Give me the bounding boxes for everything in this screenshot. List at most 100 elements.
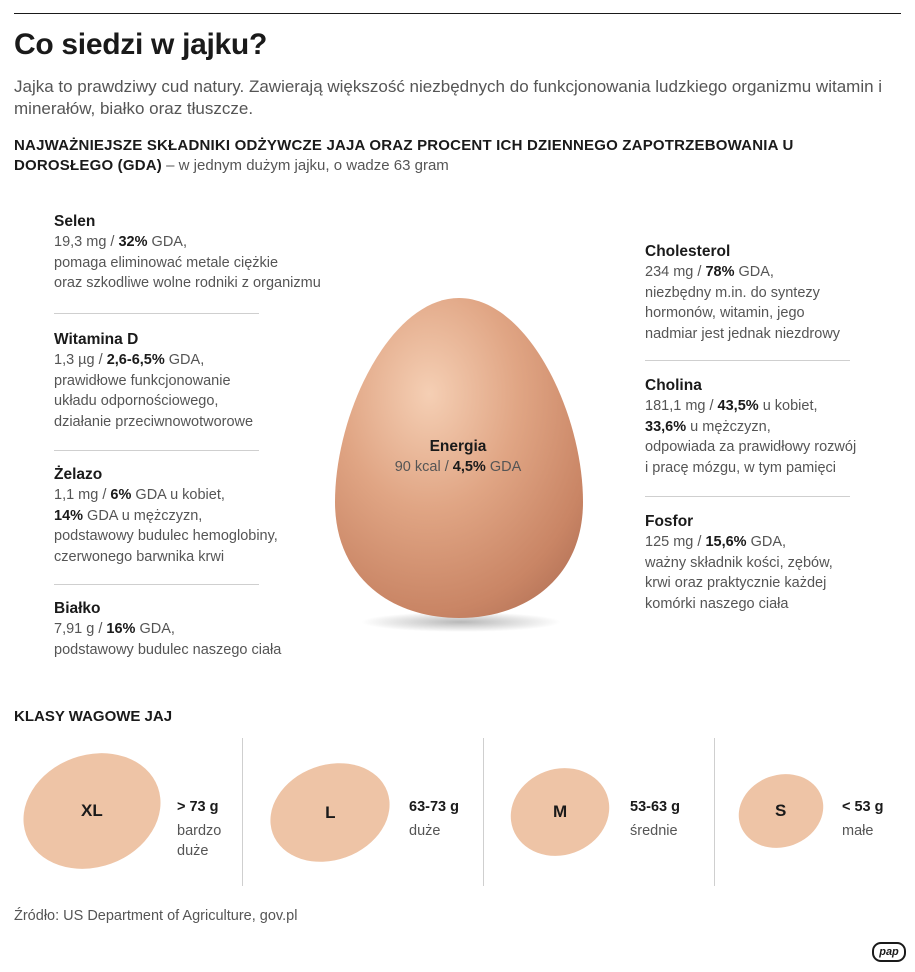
nutrient-gda: GDA, [734,264,774,280]
egg-s-icon: S [728,762,834,860]
weight-class-desc: średnie [630,823,678,839]
weight-class-range: > 73 g [177,799,219,815]
nutrient-desc: hormonów, witamin, jego [645,305,805,321]
nutrient-gda: u kobiet, [758,398,818,414]
nutrient-gda: u mężczyzn, [686,418,771,435]
nutrient-gda: GDA, [164,352,205,368]
nutrient-amount: 181,1 mg / [645,398,718,414]
energy-gda: GDA [485,459,522,475]
nutrient-percent: 14% [54,507,84,524]
nutrient-name: Cholesterol [645,243,731,260]
weight-class-label: S [775,801,787,820]
energy-label: Energia 90 kcal / 4,5% GDA [360,437,556,477]
nutrient-percent: 15,6% [705,534,747,550]
weight-class-desc: duże [177,843,209,859]
nutrient-percent: 78% [705,264,735,280]
weight-class-label: L [324,802,336,822]
divider [54,450,259,451]
nutrient-percent: 2,6-6,5% [106,352,165,368]
nutrient-amount: 19,3 mg / [54,234,119,250]
nutrient-desc: i pracę mózgu, w tym pamięci [645,459,836,476]
nutrient-desc: krwi oraz praktycznie każdej [645,575,827,591]
divider [54,584,259,585]
nutrient-name: Fosfor [645,513,694,530]
egg-illustration [335,298,583,632]
nutrient-desc: podstawowy budulec naszego ciała [54,641,282,658]
nutrient-name: Selen [54,213,96,230]
nutrient-percent: 32% [118,234,148,250]
egg-shadow [361,612,561,632]
nutrient-name: Żelazo [54,466,103,483]
nutrient-cholesterol: Cholesterol 234 mg / 78% GDA, niezbędny … [645,242,840,344]
energy-name: Energia [429,438,487,455]
nutrient-percent: 16% [106,621,136,637]
nutrient-desc: prawidłowe funkcjonowanie [54,372,231,389]
nutrient-selen: Selen 19,3 mg / 32% GDA, pomaga eliminow… [54,212,321,294]
divider [714,738,715,886]
weight-class-label: XL [81,801,103,821]
weight-class-xl: > 73 g bardzo duże [177,797,221,861]
weight-class-range: 53-63 g [630,799,680,815]
section-heading: NAJWAŻNIEJSZE SKŁADNIKI ODŻYWCZE JAJA OR… [14,136,874,176]
nutrient-amount: 234 mg / [645,264,706,280]
divider [54,313,259,314]
nutrient-desc: odpowiada za prawidłowy rozwój [645,439,857,455]
nutrient-fosfor: Fosfor 125 mg / 15,6% GDA, ważny składni… [645,512,833,614]
nutrient-bialko: Białko 7,91 g / 16% GDA, podstawowy budu… [54,599,281,660]
nutrient-name: Cholina [645,377,702,394]
divider [483,738,484,886]
egg-m-icon: M [498,754,622,870]
weight-class-range: 63-73 g [409,799,459,815]
nutrient-desc: pomaga eliminować metale ciężkie [54,254,279,271]
nutrient-desc: niezbędny m.in. do syntezy [645,284,820,301]
weight-class-label: M [552,802,568,822]
nutrient-gda: GDA, [746,534,787,550]
nutrient-desc: nadmiar jest jednak niezdrowy [645,325,841,342]
nutrient-desc: ważny składnik kości, zębów, [645,554,833,571]
weight-class-m: 53-63 g średnie [630,797,680,841]
weight-class-s: < 53 g małe [842,797,884,841]
weight-classes-title: KLASY WAGOWE JAJ [14,708,173,725]
intro-text: Jajka to prawdziwy cud natury. Zawierają… [14,77,883,118]
weight-class-desc: bardzo [177,823,222,839]
nutrient-desc: oraz szkodliwe wolne rodniki z organizmu [54,275,321,291]
egg-xl-icon: XL [7,734,177,888]
nutrient-desc: podstawowy budulec hemoglobiny, [54,528,278,544]
energy-percent: 4,5% [452,459,486,475]
section-heading-main: NAJWAŻNIEJSZE SKŁADNIKI ODŻYWCZE JAJA OR… [14,137,794,174]
nutrient-cholina: Cholina 181,1 mg / 43,5% u kobiet, 33,6%… [645,376,856,478]
weight-class-desc: małe [842,823,874,839]
nutrient-witamina-d: Witamina D 1,3 µg / 2,6-6,5% GDA, prawid… [54,330,253,432]
egg-l-icon: L [256,747,404,878]
nutrient-amount: 125 mg / [645,534,706,550]
energy-amount: 90 kcal / [394,459,453,475]
nutrient-amount: 1,3 µg / [54,352,107,368]
nutrient-amount: 7,91 g / [54,621,107,637]
page-title: Co siedzi w jajku? [14,28,267,61]
nutrient-zelazo: Żelazo 1,1 mg / 6% GDA u kobiet, 14% GDA… [54,465,278,567]
nutrient-percent: 6% [110,487,132,503]
nutrient-desc: działanie przeciwnowotworowe [54,413,254,430]
nutrient-gda: GDA u kobiet, [131,487,225,503]
source-note: Źródło: US Department of Agriculture, go… [14,908,298,924]
nutrient-desc: czerwonego barwnika krwi [54,548,225,565]
nutrient-percent: 43,5% [717,398,759,414]
nutrient-amount: 1,1 mg / [54,487,111,503]
pap-logo: pap [872,942,906,962]
weight-class-desc: duże [409,823,441,839]
divider [645,496,850,497]
nutrient-gda: GDA u mężczyzn, [83,507,203,524]
nutrient-percent: 33,6% [645,418,687,435]
nutrient-name: Witamina D [54,331,139,348]
nutrient-desc: komórki naszego ciała [645,595,789,612]
divider [242,738,243,886]
top-rule [14,13,901,14]
section-heading-note: – w jednym dużym jajku, o wadze 63 gram [162,157,449,174]
nutrient-gda: GDA, [147,234,187,250]
nutrient-name: Białko [54,600,101,617]
nutrient-gda: GDA, [135,621,175,637]
nutrient-desc: układu odpornościowego, [54,393,219,409]
divider [645,360,850,361]
egg-shape [335,298,583,618]
weight-class-range: < 53 g [842,799,884,815]
